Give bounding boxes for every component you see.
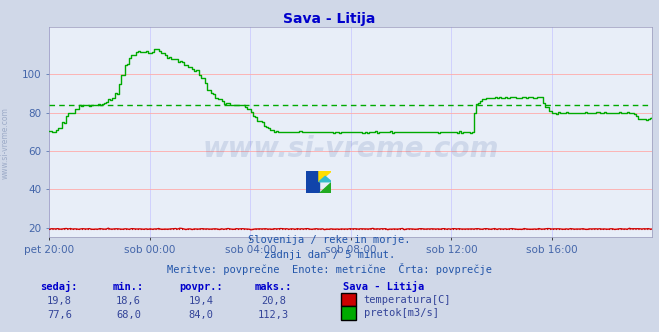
Text: Sava - Litija: Sava - Litija (283, 12, 376, 26)
Text: povpr.:: povpr.: (179, 283, 223, 292)
Text: 19,8: 19,8 (47, 296, 72, 306)
Text: Slovenija / reke in morje.: Slovenija / reke in morje. (248, 235, 411, 245)
Text: 77,6: 77,6 (47, 310, 72, 320)
Text: 68,0: 68,0 (116, 310, 141, 320)
Text: 18,6: 18,6 (116, 296, 141, 306)
Polygon shape (319, 176, 331, 182)
Text: pretok[m3/s]: pretok[m3/s] (364, 308, 439, 318)
Text: 20,8: 20,8 (261, 296, 286, 306)
Text: zadnji dan / 5 minut.: zadnji dan / 5 minut. (264, 250, 395, 260)
Text: maks.:: maks.: (255, 283, 292, 292)
Text: Meritve: povprečne  Enote: metrične  Črta: povprečje: Meritve: povprečne Enote: metrične Črta:… (167, 263, 492, 275)
Text: 84,0: 84,0 (188, 310, 214, 320)
Text: www.si-vreme.com: www.si-vreme.com (203, 135, 499, 163)
Text: www.si-vreme.com: www.si-vreme.com (1, 107, 10, 179)
Text: 19,4: 19,4 (188, 296, 214, 306)
Polygon shape (319, 182, 331, 193)
Text: 112,3: 112,3 (258, 310, 289, 320)
Text: Sava - Litija: Sava - Litija (343, 282, 424, 292)
Text: temperatura[C]: temperatura[C] (364, 295, 451, 305)
Text: min.:: min.: (113, 283, 144, 292)
Text: sedaj:: sedaj: (41, 282, 78, 292)
Polygon shape (319, 171, 331, 182)
Bar (306, 171, 319, 193)
